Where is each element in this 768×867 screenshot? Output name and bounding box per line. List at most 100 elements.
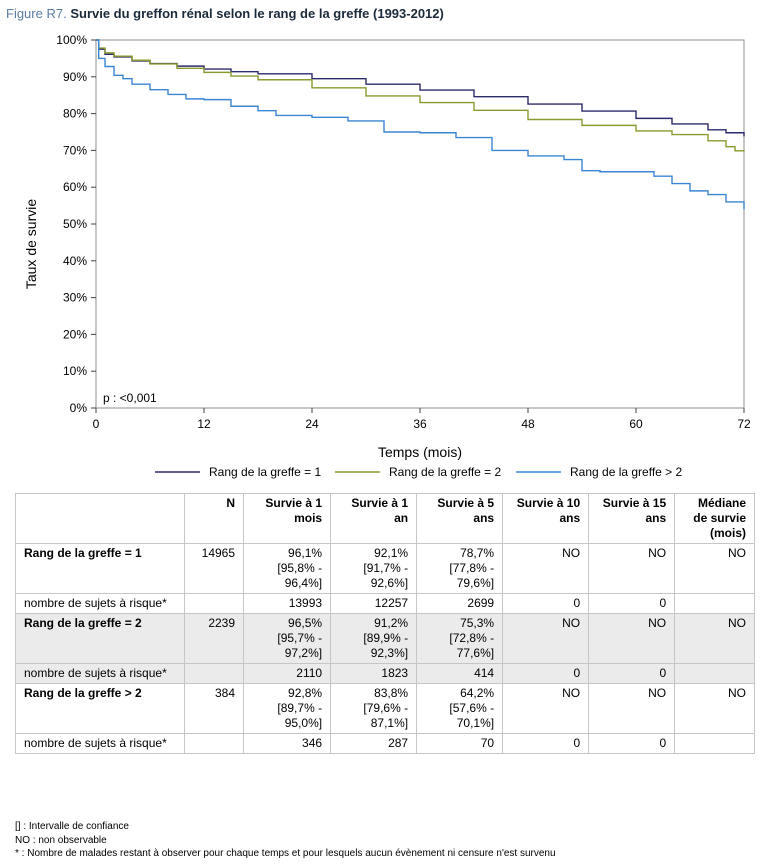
legend-label: Rang de la greffe = 1 (209, 465, 322, 479)
x-tick-label: 24 (305, 417, 319, 431)
table-cell: 0 (502, 593, 590, 614)
header-survival-15-years: Survie à 15 ans (588, 493, 676, 544)
table-cell: 0 (502, 663, 590, 684)
table-cell: NO (674, 543, 755, 594)
footnotes: [] : Intervalle de confiance NO : non ob… (15, 820, 556, 861)
x-tick-label: 48 (521, 417, 535, 431)
figure-label: Figure R7. (6, 6, 67, 21)
table-row: Rang de la greffe = 2 2239 96,5% [95,7% … (15, 613, 755, 664)
x-axis-title: Temps (mois) (378, 444, 462, 460)
table-cell (674, 733, 755, 754)
table-cell: 346 (243, 733, 332, 754)
table-cell: Rang de la greffe = 2 (15, 613, 185, 664)
table-cell: 2699 (416, 593, 504, 614)
x-tick-label: 36 (413, 417, 427, 431)
header-median-survival: Médiane de survie (mois) (674, 493, 755, 544)
figure-title-text: Survie du greffon rénal selon le rang de… (70, 6, 444, 21)
y-tick-label: 40% (63, 254, 87, 268)
table-cell: 13993 (243, 593, 332, 614)
legend-label: Rang de la greffe > 2 (570, 465, 683, 479)
header-survival-5-years: Survie à 5 ans (416, 493, 504, 544)
p-value-annotation: p : <0,001 (103, 391, 157, 405)
table-header-row: N Survie à 1 mois Survie à 1 an Survie à… (15, 493, 755, 544)
table-cell (674, 663, 755, 684)
table-cell: NO (502, 683, 590, 734)
header-empty (15, 493, 185, 544)
y-tick-label: 30% (63, 291, 87, 305)
table-cell: NO (588, 543, 676, 594)
table-cell: 384 (183, 683, 245, 734)
survival-table: N Survie à 1 mois Survie à 1 an Survie à… (15, 493, 755, 754)
table-cell: 92,1% [91,7% - 92,6%] (330, 543, 418, 594)
table-cell: 70 (416, 733, 504, 754)
table-row: nombre de sujets à risque* 13993 12257 2… (15, 593, 755, 614)
table-cell: 83,8% [79,6% - 87,1%] (330, 683, 418, 734)
table-cell: 96,5% [95,7% - 97,2%] (243, 613, 332, 664)
series-line-1 (96, 39, 745, 137)
table-cell: 96,1% [95,8% - 96,4%] (243, 543, 332, 594)
y-tick-label: 60% (63, 180, 87, 194)
x-axis: 0 12 24 36 48 60 72 (93, 408, 751, 431)
table-cell: nombre de sujets à risque* (15, 733, 185, 754)
x-tick-label: 72 (737, 417, 751, 431)
figure-title: Figure R7. Survie du greffon rénal selon… (6, 6, 444, 21)
header-survival-10-years: Survie à 10 ans (502, 493, 590, 544)
header-n: N (183, 493, 245, 544)
table-cell: 1823 (330, 663, 418, 684)
table-cell: NO (588, 683, 676, 734)
table-cell: 0 (588, 663, 676, 684)
legend: Rang de la greffe = 1 Rang de la greffe =… (155, 465, 683, 479)
table-row: nombre de sujets à risque* 346 287 70 0 … (15, 733, 755, 754)
footnote-confidence-interval: [] : Intervalle de confiance (15, 821, 129, 832)
x-tick-label: 60 (629, 417, 643, 431)
x-tick-label: 0 (93, 417, 100, 431)
table-cell: Rang de la greffe > 2 (15, 683, 185, 734)
table-cell: NO (502, 543, 590, 594)
table-row: nombre de sujets à risque* 2110 1823 414… (15, 663, 755, 684)
table-cell: 78,7% [77,8% - 79,6%] (416, 543, 504, 594)
table-cell: 0 (588, 733, 676, 754)
table-cell (674, 593, 755, 614)
table-cell: 92,8% [89,7% - 95,0%] (243, 683, 332, 734)
x-tick-label: 12 (197, 417, 211, 431)
table-row: Rang de la greffe = 1 14965 96,1% [95,8%… (15, 543, 755, 594)
y-axis-title: Taux de survie (23, 199, 39, 289)
legend-label: Rang de la greffe = 2 (389, 465, 502, 479)
table-cell: 64,2% [57,6% - 70,1%] (416, 683, 504, 734)
header-survival-1-month: Survie à 1 mois (243, 493, 332, 544)
series-line-2 (96, 39, 745, 152)
plot-frame (95, 39, 745, 409)
table-cell: NO (588, 613, 676, 664)
y-tick-label: 50% (63, 217, 87, 231)
table-cell: 0 (588, 593, 676, 614)
table-cell: 14965 (183, 543, 245, 594)
table-cell: Rang de la greffe = 1 (15, 543, 185, 594)
y-tick-label: 90% (63, 70, 87, 84)
table-cell (183, 593, 245, 614)
header-survival-1-year: Survie à 1 an (330, 493, 418, 544)
table-row: Rang de la greffe > 2 384 92,8% [89,7% -… (15, 683, 755, 734)
table-cell: NO (674, 613, 755, 664)
table-cell: 0 (502, 733, 590, 754)
table-cell: 12257 (330, 593, 418, 614)
table-cell: 91,2% [89,9% - 92,3%] (330, 613, 418, 664)
table-cell: nombre de sujets à risque* (15, 663, 185, 684)
table-cell (183, 663, 245, 684)
table-cell: 2239 (183, 613, 245, 664)
table-cell: NO (674, 683, 755, 734)
table-cell (183, 733, 245, 754)
survival-chart: 0% 10% 20% 30% 40% 50% 60% 70% 80% 90% 100% 0 12 24 3… (23, 33, 751, 479)
table-cell: NO (502, 613, 590, 664)
footnote-at-risk: * : Nombre de malades restant à observer… (15, 848, 556, 859)
series-line-3 (96, 39, 745, 210)
y-tick-label: 70% (63, 143, 87, 157)
series-lines (96, 39, 745, 210)
y-tick-label: 100% (56, 33, 87, 47)
y-tick-label: 10% (63, 364, 87, 378)
table-cell: nombre de sujets à risque* (15, 593, 185, 614)
y-tick-label: 80% (63, 107, 87, 121)
y-tick-label: 20% (63, 327, 87, 341)
y-axis: 0% 10% 20% 30% 40% 50% 60% 70% 80% 90% 100% (56, 33, 96, 415)
footnote-not-observable: NO : non observable (15, 834, 107, 846)
table-cell: 414 (416, 663, 504, 684)
